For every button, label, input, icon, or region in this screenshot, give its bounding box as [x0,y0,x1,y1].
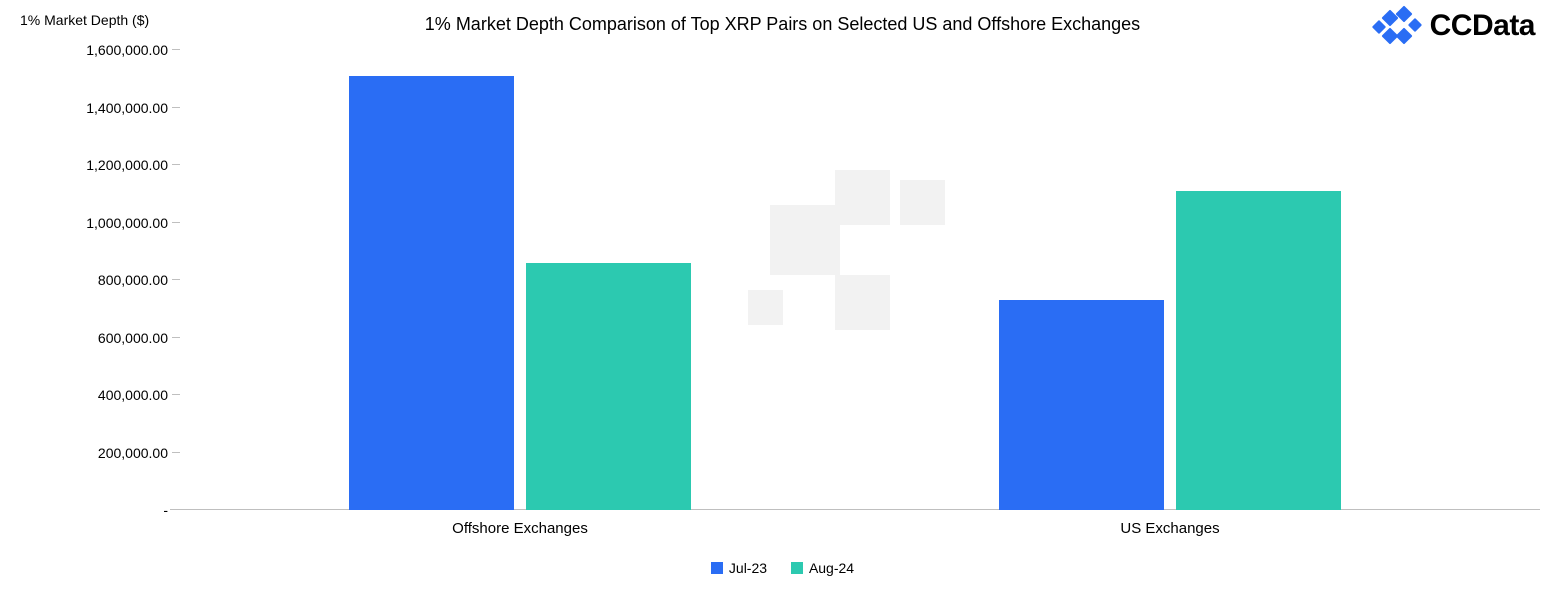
ccdata-icon [1374,8,1422,44]
legend: Jul-23 Aug-24 [0,560,1565,577]
legend-label: Jul-23 [729,560,767,576]
watermark [835,275,890,330]
watermark [835,170,890,225]
watermark [770,205,840,275]
y-tick-label: 1,200,000.00 [18,157,168,173]
y-tick-mark [172,107,180,108]
brand-text: CCData [1430,9,1535,43]
y-tick-label: - [18,502,168,518]
y-tick-mark [172,279,180,280]
y-tick-label: 200,000.00 [18,445,168,461]
watermark [900,180,945,225]
legend-item-jul23: Jul-23 [711,560,767,576]
y-tick-mark [172,164,180,165]
chart-container: 1% Market Depth ($) 1% Market Depth Comp… [0,0,1565,608]
plot-area: -200,000.00400,000.00600,000.00800,000.0… [180,50,1540,510]
bar [999,300,1164,510]
y-tick-mark [172,49,180,50]
y-tick-label: 1,600,000.00 [18,42,168,58]
legend-label: Aug-24 [809,560,854,576]
bar [349,76,514,510]
y-tick-label: 400,000.00 [18,387,168,403]
brand-logo: CCData [1374,8,1535,44]
y-tick-label: 1,400,000.00 [18,100,168,116]
chart-title: 1% Market Depth Comparison of Top XRP Pa… [0,14,1565,35]
bar [526,263,691,510]
legend-swatch [791,562,803,574]
bar [1176,191,1341,510]
x-category-label: US Exchanges [1120,520,1219,537]
legend-item-aug24: Aug-24 [791,560,854,576]
legend-swatch [711,562,723,574]
y-tick-mark [172,337,180,338]
y-tick-mark [172,222,180,223]
y-tick-mark [172,509,180,510]
y-tick-label: 1,000,000.00 [18,215,168,231]
x-category-label: Offshore Exchanges [452,520,588,537]
y-tick-label: 800,000.00 [18,272,168,288]
y-tick-mark [172,452,180,453]
y-tick-mark [172,394,180,395]
watermark [748,290,783,325]
y-tick-label: 600,000.00 [18,330,168,346]
